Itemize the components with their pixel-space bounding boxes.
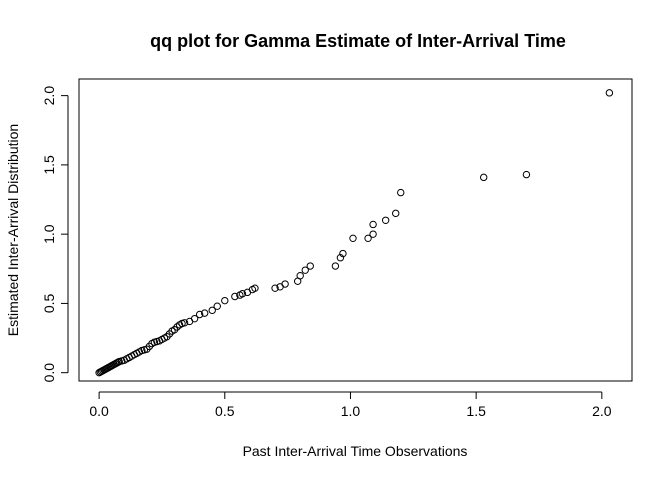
data-point bbox=[200, 309, 209, 317]
x-axis-label: Past Inter-Arrival Time Observations bbox=[243, 443, 468, 459]
data-point bbox=[251, 284, 259, 292]
y-tick-label: 1.0 bbox=[41, 224, 57, 244]
data-point bbox=[522, 170, 531, 179]
data-point bbox=[364, 234, 372, 243]
y-tick-label: 0.0 bbox=[41, 363, 57, 383]
data-point bbox=[271, 284, 279, 292]
chart-title: qq plot for Gamma Estimate of Inter-Arri… bbox=[150, 31, 566, 51]
data-point bbox=[180, 319, 189, 327]
x-tick-label: 2.0 bbox=[592, 403, 612, 419]
data-point bbox=[339, 249, 347, 258]
x-tick-label: 0.5 bbox=[215, 403, 235, 419]
data-point bbox=[392, 209, 400, 218]
data-point bbox=[213, 302, 221, 310]
data-point bbox=[195, 310, 204, 319]
y-tick-label: 0.5 bbox=[41, 293, 57, 313]
data-point bbox=[605, 89, 614, 97]
x-tick-label: 0.0 bbox=[89, 403, 109, 419]
data-point bbox=[331, 262, 340, 270]
y-axis: 0.0 0.5 1.0 1.5 2.0 bbox=[41, 86, 69, 383]
data-points bbox=[95, 89, 614, 377]
data-point bbox=[349, 234, 357, 243]
data-point bbox=[369, 230, 377, 238]
y-axis-label: Estimated Inter-Arrival Distribution bbox=[5, 124, 21, 336]
data-point bbox=[479, 173, 488, 182]
data-point bbox=[306, 262, 314, 270]
data-point bbox=[336, 254, 345, 262]
data-point bbox=[238, 290, 247, 298]
data-point bbox=[208, 306, 216, 315]
data-point bbox=[231, 292, 239, 301]
x-tick-label: 1.5 bbox=[466, 403, 486, 419]
data-point bbox=[369, 220, 377, 229]
data-point bbox=[301, 266, 309, 274]
data-point bbox=[281, 280, 289, 288]
data-point bbox=[221, 296, 229, 305]
x-tick-label: 1.0 bbox=[341, 403, 361, 419]
data-point bbox=[190, 314, 199, 323]
data-point bbox=[173, 323, 181, 331]
plot-area-frame bbox=[78, 78, 633, 382]
x-axis: 0.0 0.5 1.0 1.5 2.0 bbox=[89, 391, 612, 419]
data-point bbox=[381, 216, 390, 225]
y-tick-label: 2.0 bbox=[41, 86, 57, 106]
y-tick-label: 1.5 bbox=[41, 155, 57, 175]
data-point bbox=[397, 188, 405, 197]
data-point bbox=[296, 272, 304, 280]
